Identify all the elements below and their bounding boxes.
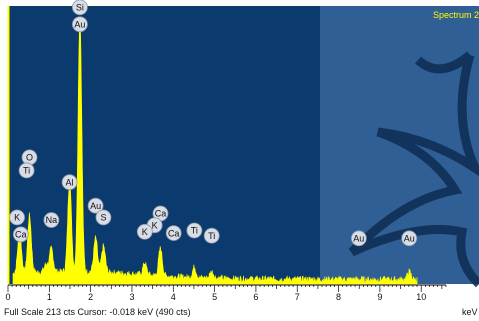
peak-label-al-4: Al <box>61 174 78 191</box>
x-tick-label-5: 5 <box>212 292 217 302</box>
peak-label-text: Si <box>76 3 84 13</box>
peak-label-text: K <box>142 227 148 237</box>
peak-label-text: Au <box>74 19 85 29</box>
peak-label-si-0: Si <box>72 0 88 16</box>
peak-label-au-1: Au <box>71 16 88 33</box>
x-tick-label-4: 4 <box>171 292 176 302</box>
peak-label-badge <box>95 209 112 226</box>
peak-label-k-11: K <box>136 223 153 240</box>
peak-label-badge <box>136 223 153 240</box>
peak-label-badge <box>71 16 88 33</box>
peak-label-badge <box>18 162 35 179</box>
peak-label-text: Au <box>90 201 101 211</box>
peak-label-au-5: Au <box>87 197 104 214</box>
peak-label-badge <box>43 212 60 228</box>
plot-area <box>8 6 320 284</box>
spectrum-title: Spectrum 2 <box>433 10 479 20</box>
peak-label-au-16: Au <box>350 230 367 247</box>
peak-label-o-2: O <box>21 149 38 166</box>
peak-label-text: K <box>14 213 20 223</box>
peak-label-k-6: K <box>9 209 25 226</box>
watermark-logo <box>348 51 479 288</box>
peak-label-text: Ca <box>168 228 180 238</box>
peak-label-badge <box>61 174 78 191</box>
x-unit-label: keV <box>462 307 478 317</box>
x-tick-label-0: 0 <box>5 292 10 302</box>
peak-label-text: Na <box>46 215 58 225</box>
peak-label-text: Ti <box>208 231 215 241</box>
peak-label-ti-3: Ti <box>18 162 35 179</box>
status-bar: Full Scale 213 cts Cursor: -0.018 keV (4… <box>4 307 191 317</box>
peak-label-ti-15: Ti <box>203 227 220 244</box>
peak-label-text: Al <box>66 177 74 187</box>
peak-label-badge <box>203 227 220 244</box>
peak-label-badge <box>9 209 25 226</box>
peak-label-badge <box>72 0 88 16</box>
peak-label-badge <box>165 225 182 241</box>
peak-label-text: Ti <box>23 166 30 176</box>
peak-label-ca-13: Ca <box>165 225 182 241</box>
peak-label-text: Ti <box>191 226 198 236</box>
peak-label-s-7: S <box>95 209 112 226</box>
peak-label-text: S <box>100 213 106 223</box>
x-axis: 0 1 2 3 4 5 6 7 8 9 10 <box>5 284 447 302</box>
x-tick-label-2: 2 <box>88 292 93 302</box>
peak-label-text: Au <box>404 234 415 244</box>
peak-label-badge <box>401 230 418 247</box>
peak-label-na-9: Na <box>43 212 60 228</box>
peak-label-ti-14: Ti <box>186 222 203 239</box>
peak-label-badge <box>12 226 29 243</box>
peak-label-text: K <box>152 220 158 230</box>
x-tick-label-6: 6 <box>253 292 258 302</box>
x-tick-label-8: 8 <box>336 292 341 302</box>
x-tick-label-3: 3 <box>129 292 134 302</box>
x-tick-label-1: 1 <box>47 292 52 302</box>
peak-label-badge <box>186 222 203 239</box>
peak-label-text: Ca <box>15 230 27 240</box>
peak-label-text: Ca <box>155 209 167 219</box>
x-tick-label-10: 10 <box>416 292 426 302</box>
peak-label-text: O <box>26 153 33 163</box>
peak-label-badge <box>350 230 367 247</box>
peak-label-au-17: Au <box>401 230 418 247</box>
peak-label-ca-12: Ca <box>12 226 29 243</box>
peak-label-badge <box>87 197 104 214</box>
x-tick-label-7: 7 <box>295 292 300 302</box>
x-tick-label-9: 9 <box>377 292 382 302</box>
peak-label-text: Au <box>353 234 364 244</box>
